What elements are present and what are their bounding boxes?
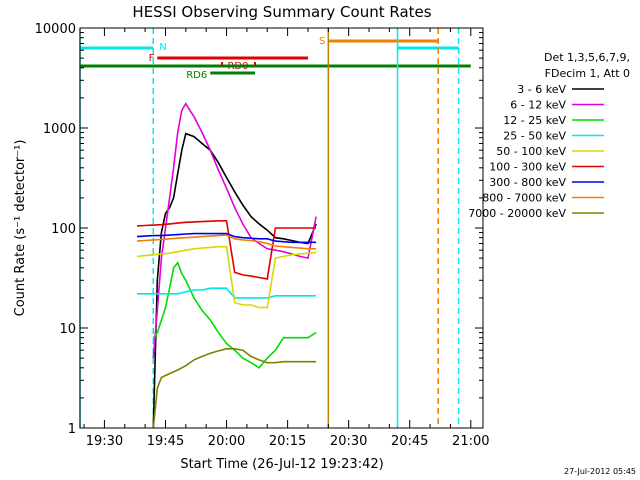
x-tick-label: 21:00 [452, 434, 489, 449]
x-tick-label: 20:45 [391, 434, 428, 449]
x-tick-label: 20:00 [208, 434, 245, 449]
legend-label: 25 - 50 keV [503, 130, 566, 143]
flag-label-f: F [149, 53, 155, 64]
x-axis-label: Start Time (26-Jul-12 19:23:42) [180, 457, 383, 472]
legend-header-line-1: Det 1,3,5,6,7,9, [544, 51, 630, 64]
timestamp: 27-Jul-2012 05:45 [564, 467, 636, 476]
legend-header-line-2: FDecim 1, Att 0 [545, 67, 630, 80]
y-tick-label: 100 [51, 222, 76, 237]
flag-label-n: N [159, 42, 166, 53]
series-line-4 [136, 245, 317, 309]
series-line-6 [136, 232, 317, 244]
y-axis-label: Count Rate (s⁻¹ detector⁻¹) [13, 140, 28, 317]
y-tick-label: 10 [59, 322, 76, 337]
series-line-2 [152, 261, 317, 369]
series-line-1 [152, 102, 317, 359]
legend-label: 7000 - 20000 keV [468, 207, 566, 220]
flag-label-s: S [319, 36, 325, 47]
legend-label: 12 - 25 keV [503, 114, 566, 127]
y-tick-label: 1000 [43, 122, 76, 137]
y-axis-ticks: 1 10 100 1000 10000 [35, 22, 483, 437]
series-line-8 [152, 347, 317, 429]
legend-label: 6 - 12 keV [510, 99, 566, 112]
x-tick-label: 19:45 [147, 434, 184, 449]
x-tick-label: 19:30 [86, 434, 123, 449]
x-tick-label: 20:15 [269, 434, 306, 449]
series-line-5 [136, 220, 317, 280]
flag-label-rd6: RD6 [186, 70, 207, 81]
y-tick-label: 10000 [35, 22, 76, 37]
legend-label: 50 - 100 keV [496, 145, 566, 158]
legend: Det 1,3,5,6,7,9, FDecim 1, Att 0 3 - 6 k… [468, 51, 630, 220]
series-line-0 [152, 132, 317, 429]
y-tick-label: 1 [68, 422, 76, 437]
legend-label: 3 - 6 keV [517, 83, 566, 96]
chart-title: HESSI Observing Summary Count Rates [132, 3, 431, 21]
flag-bars: NSFRD0RD6 [80, 36, 471, 81]
x-axis-ticks: 19:30 19:45 20:00 20:15 20:30 20:45 21:00 [83, 28, 490, 449]
vertical-markers [79, 28, 460, 428]
series-line-3 [137, 287, 317, 299]
legend-label: 800 - 7000 keV [482, 192, 566, 205]
x-tick-label: 20:30 [330, 434, 367, 449]
legend-label: 300 - 800 keV [489, 176, 566, 189]
series-line-7 [136, 234, 317, 250]
data-series [136, 102, 317, 429]
legend-label: 100 - 300 keV [489, 161, 566, 174]
